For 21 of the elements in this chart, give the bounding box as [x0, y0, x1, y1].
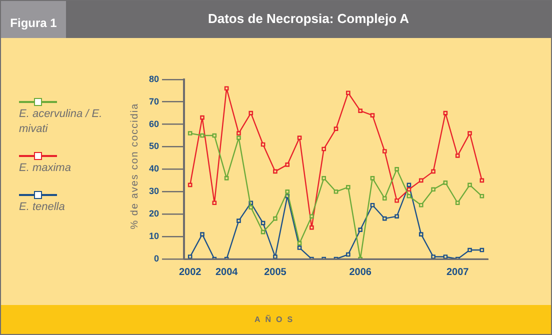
- y-tick-label: 30: [148, 186, 160, 196]
- y-tick-label: 10: [148, 231, 160, 242]
- y-axis-title: % de aves con coccidia: [130, 102, 140, 230]
- y-tick-label: 50: [148, 141, 160, 152]
- x-tick-label: 2005: [264, 266, 287, 278]
- y-tick-label: 20: [148, 208, 160, 219]
- text: Figura 1: [1, 1, 66, 38]
- x-axis-title: AÑOS: [1, 305, 551, 334]
- chart-title: Datos de Necropsia: Complejo A: [206, 10, 410, 28]
- y-tick-label: 70: [148, 96, 160, 106]
- y-tick-label: 60: [148, 118, 160, 129]
- y-tick-label: 0: [154, 253, 160, 264]
- y-tick-label: 80: [148, 74, 160, 84]
- y-tick-label: 40: [148, 164, 160, 174]
- x-tick-label: 2002: [178, 266, 202, 278]
- legend-label: E. tenella: [19, 200, 66, 215]
- legend-label: E. acervulina / E. mivati: [19, 107, 104, 137]
- x-tick-label: 2007: [446, 266, 470, 278]
- x-tick-label: 2004: [215, 266, 238, 278]
- legend-label: E. maxima: [19, 161, 72, 176]
- x-tick-label: 2006: [349, 266, 372, 278]
